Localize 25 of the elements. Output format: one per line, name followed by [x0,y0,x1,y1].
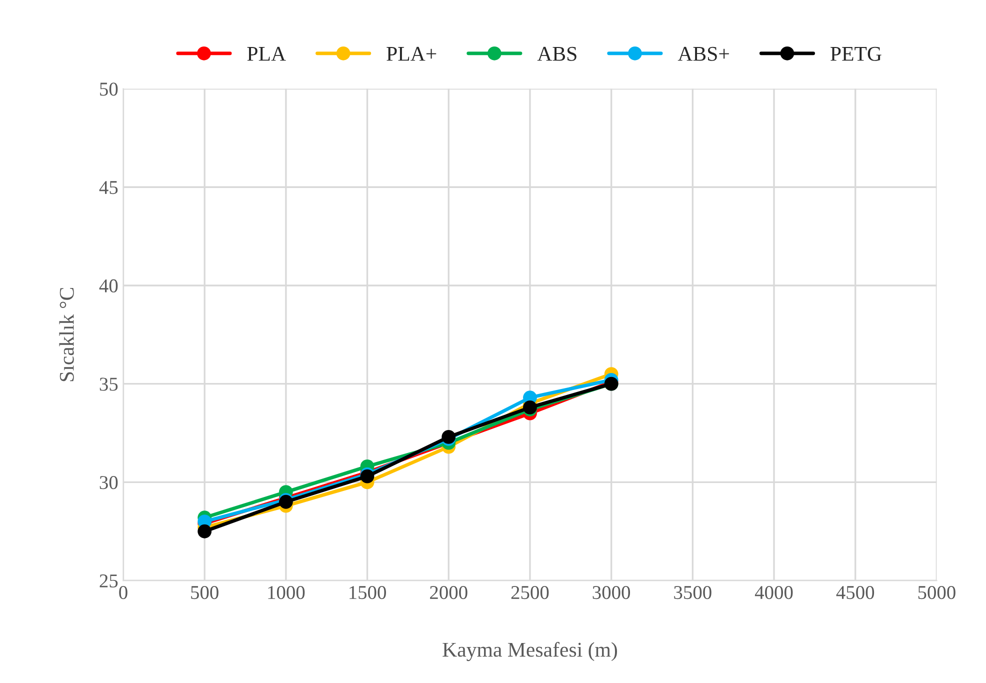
x-tick-label: 4500 [836,586,874,600]
y-tick-label: 45 [99,181,118,194]
x-tick-label: 1500 [350,586,386,600]
x-tick-label: 0 [119,586,128,600]
legend-label: PETG [830,46,882,61]
legend-label: PLA+ [386,46,436,61]
y-tick-label: 50 [100,82,118,96]
y-tick-label: 30 [100,476,118,490]
y-tick-label: 40 [99,279,118,292]
x-tick-label: 3500 [674,586,712,600]
legend-label: ABS+ [678,46,729,61]
y-tick-label: 25 [100,574,118,588]
legend-label: ABS [537,46,576,61]
point [198,524,212,538]
x-tick-label: 5000 [918,586,956,600]
x-tick-label: 4000 [754,586,793,600]
x-tick-label: 500 [191,586,218,600]
y-axis-title: Sıcaklık °C [59,288,74,382]
x-tick-label: 2000 [430,586,468,600]
x-axis-title: Kayma Mesafesi (m) [442,642,617,662]
legend-label: PLA [247,46,286,61]
x-tick-label: 3000 [592,586,630,600]
y-tick-label: 35 [100,378,118,391]
x-tick-label: 2500 [511,586,549,600]
x-tick-label: 1000 [268,586,305,600]
